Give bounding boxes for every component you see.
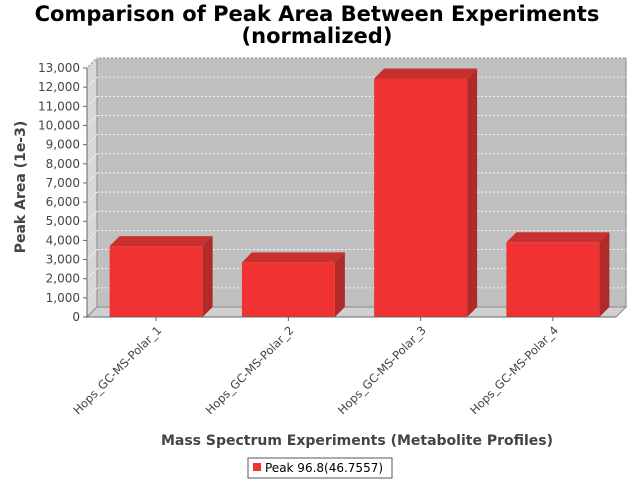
y-tick-label: 4,000 (46, 233, 80, 247)
y-tick-label: 7,000 (46, 176, 80, 190)
chart-title-line-1: Comparison of Peak Area Between Experime… (35, 2, 600, 26)
bar-top (506, 232, 610, 243)
bar-top (241, 252, 345, 263)
x-axis: Hops_GC-MS-Polar_1 Hops_GC-MS-Polar_2 Hops… (70, 316, 616, 417)
bar (374, 78, 468, 318)
bar-side (599, 232, 610, 317)
y-axis: 0 1,000 2,000 3,000 4,000 5,000 6,000 7,000 8,00… (38, 61, 88, 324)
chart-title: Comparison of Peak Area Between Experime… (35, 2, 600, 48)
y-tick-label: 11,000 (38, 99, 80, 113)
bar-side (467, 68, 478, 318)
y-tick-label: 5,000 (46, 214, 80, 228)
legend: Peak 96.8(46.7557) (247, 457, 393, 479)
bar-top (374, 68, 478, 79)
x-axis-title: Mass Spectrum Experiments (Metabolite Pr… (161, 433, 553, 449)
y-tick-label: 0 (72, 310, 80, 324)
bar-top (109, 236, 213, 247)
chart-title-line-2: (normalized) (242, 24, 393, 48)
bar-side (334, 252, 345, 317)
y-tick-label: 13,000 (38, 61, 80, 75)
bar (506, 242, 600, 317)
legend-label: Peak 96.8(46.7557) (265, 461, 383, 475)
y-tick-label: 6,000 (46, 195, 80, 209)
x-tick-label: Hops_GC-MS-Polar_4 (467, 323, 561, 417)
bar (109, 246, 203, 317)
x-tick-label: Hops_GC-MS-Polar_3 (335, 323, 429, 417)
y-tick-label: 10,000 (38, 118, 80, 132)
y-axis-title: Peak Area (1e-3) (13, 121, 29, 254)
plot-side-wall (86, 56, 98, 319)
x-tick-label: Hops_GC-MS-Polar_2 (203, 323, 297, 417)
legend-swatch (253, 463, 261, 471)
bars (109, 68, 610, 318)
y-tick-label: 8,000 (46, 157, 80, 171)
y-tick-label: 3,000 (46, 253, 80, 267)
y-tick-label: 12,000 (38, 80, 80, 94)
y-tick-label: 2,000 (46, 272, 80, 286)
bar-side (202, 236, 213, 317)
x-tick-label: Hops_GC-MS-Polar_1 (70, 323, 164, 417)
y-tick-label: 9,000 (46, 138, 80, 152)
y-tick-label: 1,000 (46, 291, 80, 305)
legend-box (247, 457, 393, 479)
bar (241, 262, 335, 317)
